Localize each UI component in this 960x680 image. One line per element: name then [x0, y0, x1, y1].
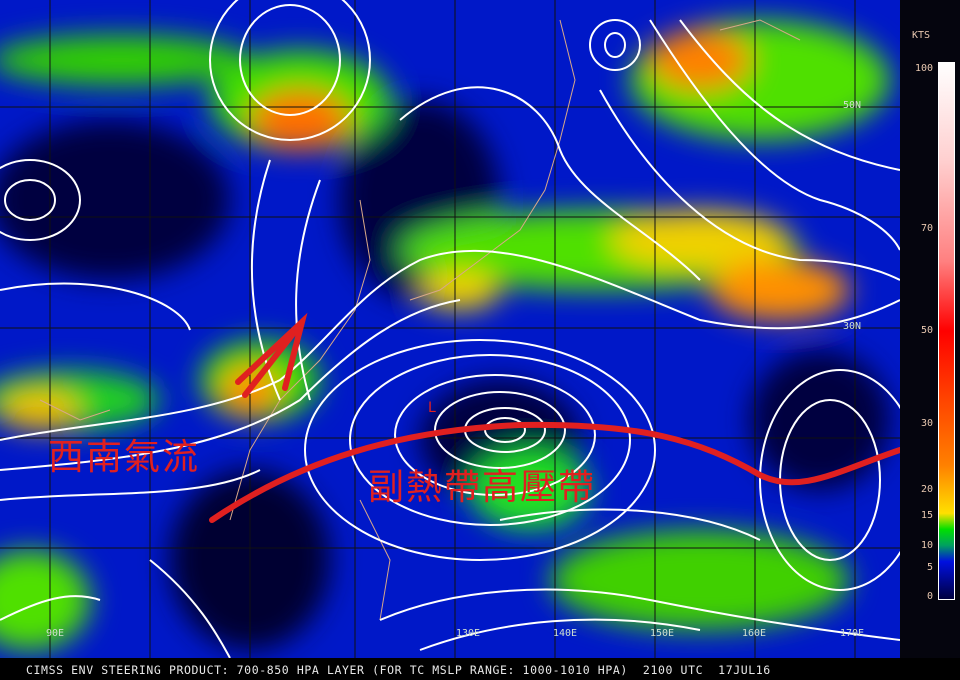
lat-label-50n: 50N — [843, 100, 862, 111]
legend-tick-20: 20 — [920, 484, 933, 495]
legend-tick-30: 30 — [920, 418, 933, 429]
lon-label-150e: 150E — [650, 628, 675, 639]
streamlines — [0, 0, 900, 658]
coastlines — [39, 19, 801, 621]
color-scale-bar — [938, 62, 955, 600]
lon-label-170e: 170E — [840, 628, 865, 639]
lon-label-140e: 140E — [553, 628, 578, 639]
subtropical-high-axis — [209, 421, 900, 523]
legend-tick-10: 10 — [920, 540, 933, 551]
lon-label-90e: 90E — [46, 628, 65, 639]
lat-label-30n: 30N — [843, 321, 862, 332]
lon-label-160e: 160E — [742, 628, 767, 639]
southwest-flow-label: 西南氣流 — [48, 437, 201, 478]
legend-tick-70: 70 — [920, 223, 933, 234]
legend-tick-15: 15 — [920, 510, 933, 521]
lon-label-130e: 130E — [456, 628, 481, 639]
legend-tick-0: 0 — [926, 591, 933, 602]
legend-unit: KTS — [912, 30, 931, 41]
legend-tick-5: 5 — [926, 562, 933, 573]
legend-tick-100: 100 — [914, 63, 933, 74]
legend-tick-50: 50 — [920, 325, 933, 336]
subtropical-high-label: 副熱帶高壓帶 — [368, 467, 597, 508]
southwest-flow-arrow — [235, 312, 308, 398]
steering-flow-map — [0, 0, 900, 658]
low-marker: L — [428, 400, 436, 416]
product-caption: CIMSS ENV STEERING PRODUCT: 700-850 HPA … — [26, 663, 771, 677]
